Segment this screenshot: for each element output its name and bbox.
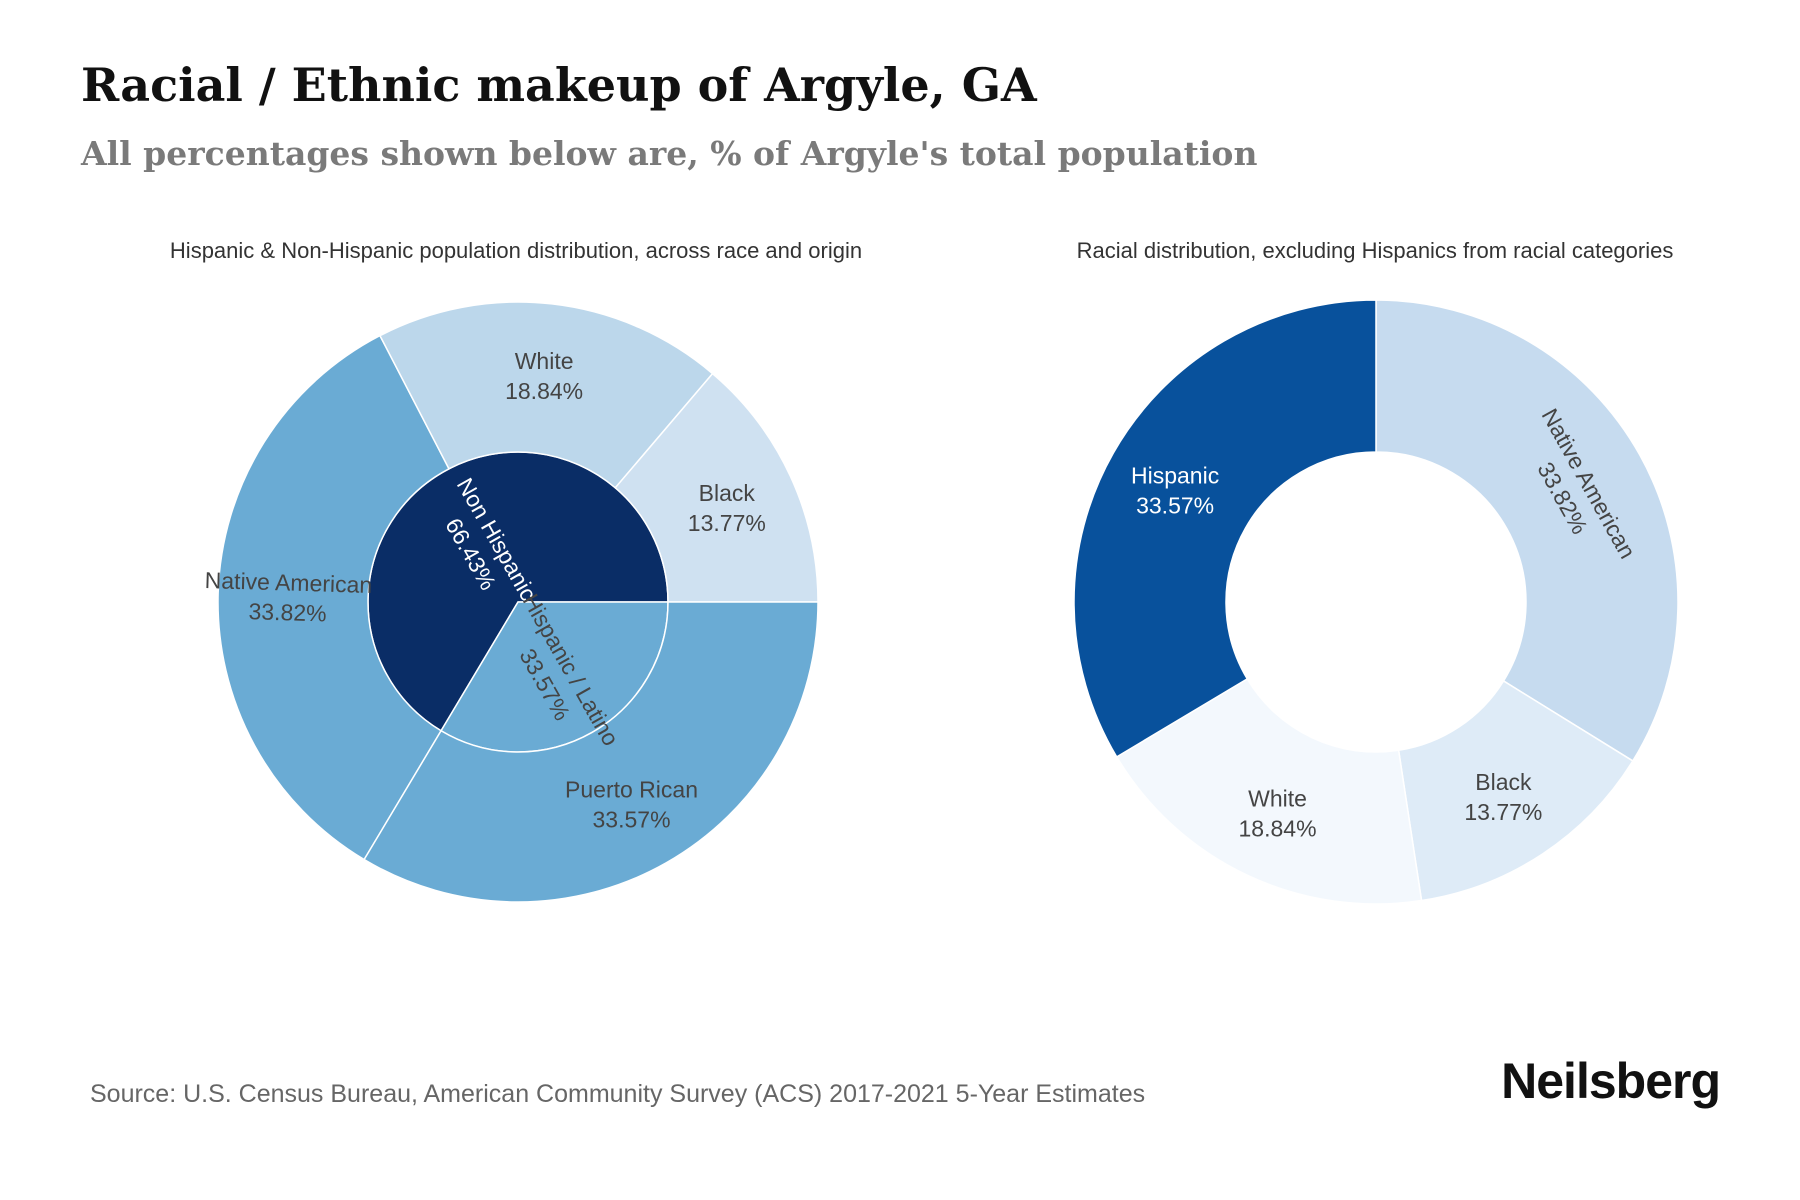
sunburst-outer-black [614, 372, 819, 603]
page-subtitle: All percentages shown below are, % of Ar… [81, 134, 1258, 173]
source-note: Source: U.S. Census Bureau, American Com… [90, 1080, 1146, 1108]
donut-label-black: Black 13.77% [1464, 769, 1542, 825]
sunburst-label-native-american: Native American33.82% [203, 567, 372, 628]
sunburst-outer-puerto-rican [363, 601, 819, 903]
sunburst-label-puerto-rican: Puerto Rican 33.57% [565, 776, 698, 832]
brand-logo: Neilsberg [1501, 1053, 1721, 1109]
donut-slice-native-american [1375, 299, 1679, 762]
donut-slice-black [1397, 679, 1634, 902]
donut-slice-white [1115, 677, 1423, 905]
donut-slice-hispanic [1073, 299, 1377, 758]
donut-label-white: White 18.84% [1239, 785, 1317, 841]
sunburst-label-white: White 18.84% [505, 348, 583, 404]
sunburst-chart-title: Hispanic & Non-Hispanic population distr… [169, 238, 863, 263]
page-title: Racial / Ethnic makeup of Argyle, GA [81, 58, 1037, 112]
donut-chart-title: Racial distribution, excluding Hispanics… [1076, 238, 1674, 263]
donut-label-hispanic: Hispanic 33.57% [1131, 462, 1219, 518]
sunburst-chart: Native American33.82% White 18.84% Black 13.… [203, 301, 819, 903]
sunburst-outer-native-american [217, 334, 450, 861]
donut-chart: Native American33.82%Black 13.77%White 18.… [1073, 299, 1679, 905]
sunburst-label-black: Black 13.77% [688, 480, 766, 536]
sunburst-outer-white [378, 301, 714, 489]
